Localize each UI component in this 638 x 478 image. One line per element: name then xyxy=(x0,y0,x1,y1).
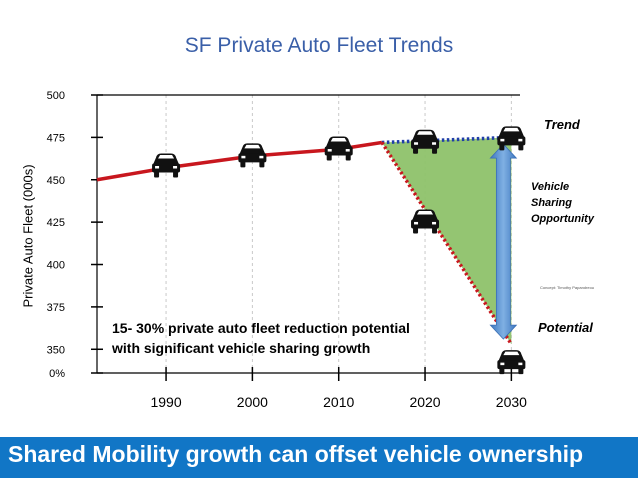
y-tick-label-450: 450 xyxy=(47,175,65,187)
x-tick-label-2020: 2020 xyxy=(409,394,440,410)
reduction-note-line: 15- 30% private auto fleet reduction pot… xyxy=(112,320,410,336)
concept-note: Concept: Timothy Papandreou xyxy=(540,285,594,290)
footer-text: Shared Mobility growth can offset vehicl… xyxy=(8,441,584,467)
x-tick-label-2000: 2000 xyxy=(237,394,268,410)
y-tick-label-500: 500 xyxy=(47,90,65,102)
opportunity-region xyxy=(381,137,512,345)
y-tick-label-0%: 0% xyxy=(49,368,65,380)
trend-label: Trend xyxy=(544,117,581,132)
opportunity-label-line: Opportunity xyxy=(531,213,595,225)
opportunity-arrow xyxy=(489,143,518,340)
opportunity-label-line: Vehicle xyxy=(531,181,569,193)
footer-banner: Shared Mobility growth can offset vehicl… xyxy=(0,437,638,478)
potential-label: Potential xyxy=(538,320,593,335)
reduction-note-line: with significant vehicle sharing growth xyxy=(111,340,370,356)
x-tick-label-2010: 2010 xyxy=(323,394,354,410)
y-tick-label-400: 400 xyxy=(47,260,65,272)
x-tick-label-2030: 2030 xyxy=(496,394,527,410)
series-line-trend xyxy=(381,135,512,145)
opportunity-label-line: Sharing xyxy=(531,197,572,209)
y-tick-label-375: 375 xyxy=(47,302,65,314)
y-tick-label-350: 350 xyxy=(47,344,65,356)
x-tick-label-1990: 1990 xyxy=(150,394,181,410)
y-tick-label-425: 425 xyxy=(47,217,65,229)
chart-title: SF Private Auto Fleet Trends xyxy=(184,34,454,57)
y-tick-label-475: 475 xyxy=(47,132,65,144)
fleet-chart: 1990 2000 2010 2020 2030 500 475 450 425 400 375 35… xyxy=(47,90,595,410)
